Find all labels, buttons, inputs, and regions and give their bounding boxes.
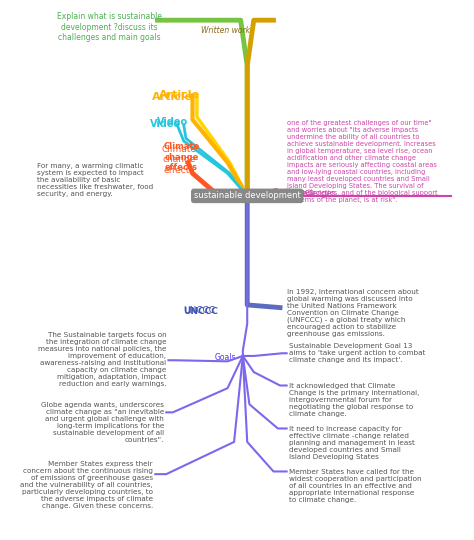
Text: Climate
change
effects: Climate change effects — [164, 142, 200, 172]
Text: Member States have called for the
widest cooperation and participation
of all co: Member States have called for the widest… — [289, 469, 421, 503]
Text: Climate
change
effects: Climate change effects — [162, 145, 197, 175]
Text: It acknowledged that Climate
Change is the primary international,
intergovernmen: It acknowledged that Climate Change is t… — [289, 383, 419, 417]
Text: Written work: Written work — [201, 26, 250, 36]
Text: Article: Article — [152, 92, 193, 102]
Text: It need to increase capacity for
effective climate -change related
planning and : It need to increase capacity for effecti… — [289, 426, 415, 460]
Text: Member States express their
concern about the continuous rising
of emissions of : Member States express their concern abou… — [20, 461, 153, 509]
Text: The Sustainable targets focus on
the integration of climate change
measures into: The Sustainable targets focus on the int… — [38, 332, 166, 387]
Text: Globe agenda wants, underscores
climate change as "an inevitable
and urgent glob: Globe agenda wants, underscores climate … — [41, 402, 164, 443]
Text: one of the greatest challenges of our time"
and worries about "its adverse impac: one of the greatest challenges of our ti… — [287, 119, 437, 202]
Text: Goals: Goals — [215, 353, 236, 362]
Text: sustainable development: sustainable development — [194, 191, 301, 200]
Text: For many, a warming climatic
system is expected to impact
the availability of ba: For many, a warming climatic system is e… — [37, 163, 154, 197]
Text: In 1992, international concern about
global warming was discussed into
the Unite: In 1992, international concern about glo… — [287, 289, 419, 338]
Text: Video: Video — [150, 119, 181, 129]
Text: Article: Article — [159, 90, 200, 100]
Text: Challenges: Challenges — [272, 188, 314, 197]
Text: Challenges: Challenges — [294, 189, 337, 198]
Text: Explain what is sustainable
development ?discuss its
challenges and main goals: Explain what is sustainable development … — [57, 12, 162, 42]
Text: UNCCC: UNCCC — [183, 307, 218, 316]
Text: UNCCC: UNCCC — [183, 306, 215, 315]
Text: Sustainable Development Goal 13
aims to 'take urgent action to combat
climate ch: Sustainable Development Goal 13 aims to … — [289, 342, 425, 362]
Text: Goals: Goals — [215, 353, 236, 362]
Text: Video: Video — [157, 117, 188, 127]
